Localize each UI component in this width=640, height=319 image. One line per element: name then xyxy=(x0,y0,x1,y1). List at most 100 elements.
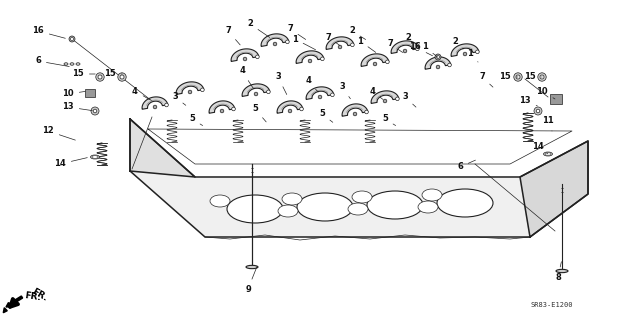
Text: 7: 7 xyxy=(387,40,403,52)
Text: 12: 12 xyxy=(42,127,76,140)
Polygon shape xyxy=(242,84,270,96)
Text: 2: 2 xyxy=(349,26,365,40)
Circle shape xyxy=(516,75,520,79)
Text: 5: 5 xyxy=(382,115,396,126)
Circle shape xyxy=(396,97,399,100)
Circle shape xyxy=(534,107,542,115)
Text: 1: 1 xyxy=(357,36,376,52)
Ellipse shape xyxy=(278,205,298,217)
Circle shape xyxy=(91,107,99,115)
Ellipse shape xyxy=(282,193,302,205)
Text: 15: 15 xyxy=(499,72,518,81)
Text: 9: 9 xyxy=(245,267,257,293)
Text: 6: 6 xyxy=(457,160,476,172)
Text: 3: 3 xyxy=(339,83,350,99)
Polygon shape xyxy=(296,51,324,63)
Circle shape xyxy=(164,103,168,107)
Polygon shape xyxy=(231,49,259,62)
Polygon shape xyxy=(361,54,388,66)
Circle shape xyxy=(321,57,324,61)
Text: 10: 10 xyxy=(536,86,555,99)
Text: 4: 4 xyxy=(239,66,253,89)
Circle shape xyxy=(338,45,342,49)
Ellipse shape xyxy=(297,193,353,221)
Circle shape xyxy=(285,40,289,44)
Polygon shape xyxy=(130,119,588,237)
Ellipse shape xyxy=(210,195,230,207)
Ellipse shape xyxy=(227,195,283,223)
Circle shape xyxy=(476,50,479,54)
Circle shape xyxy=(69,36,75,42)
Circle shape xyxy=(415,47,419,51)
Text: 4: 4 xyxy=(305,77,318,92)
Text: 5: 5 xyxy=(252,105,266,122)
Ellipse shape xyxy=(70,63,74,65)
Circle shape xyxy=(318,95,322,99)
Circle shape xyxy=(98,75,102,79)
Ellipse shape xyxy=(437,189,493,217)
Circle shape xyxy=(353,112,357,116)
Circle shape xyxy=(365,110,369,114)
Circle shape xyxy=(436,56,440,58)
Polygon shape xyxy=(342,104,368,116)
Polygon shape xyxy=(85,89,95,97)
Text: 7: 7 xyxy=(287,25,306,40)
Circle shape xyxy=(255,55,259,59)
Circle shape xyxy=(254,92,258,96)
Text: 1: 1 xyxy=(292,34,316,50)
Polygon shape xyxy=(425,57,451,69)
Text: 5: 5 xyxy=(189,115,203,126)
Circle shape xyxy=(514,73,522,81)
Text: FR.: FR. xyxy=(24,291,42,303)
Text: 13: 13 xyxy=(62,102,92,112)
Polygon shape xyxy=(550,94,562,104)
Text: 15: 15 xyxy=(104,70,122,78)
Circle shape xyxy=(273,42,277,46)
Circle shape xyxy=(188,90,192,94)
Circle shape xyxy=(383,99,387,103)
Circle shape xyxy=(536,109,540,113)
Ellipse shape xyxy=(352,191,372,203)
Text: 2: 2 xyxy=(247,19,269,37)
Ellipse shape xyxy=(545,153,551,155)
Ellipse shape xyxy=(367,191,423,219)
Ellipse shape xyxy=(543,152,552,156)
Circle shape xyxy=(70,38,74,41)
Polygon shape xyxy=(176,82,204,94)
Polygon shape xyxy=(261,34,289,47)
Circle shape xyxy=(403,49,407,53)
Polygon shape xyxy=(277,101,303,113)
Polygon shape xyxy=(3,308,7,313)
Circle shape xyxy=(463,52,467,56)
Polygon shape xyxy=(520,141,588,237)
Text: 1: 1 xyxy=(467,49,478,62)
Circle shape xyxy=(93,109,97,113)
Text: 6: 6 xyxy=(35,56,69,67)
Text: FR.: FR. xyxy=(30,287,49,303)
Ellipse shape xyxy=(90,155,99,159)
Circle shape xyxy=(386,60,389,63)
Circle shape xyxy=(540,75,544,79)
Polygon shape xyxy=(391,41,419,53)
Ellipse shape xyxy=(348,203,368,215)
Text: SR83-E1200: SR83-E1200 xyxy=(531,302,573,308)
Text: 7: 7 xyxy=(479,72,493,87)
Circle shape xyxy=(153,105,157,109)
Text: 16: 16 xyxy=(32,26,65,38)
Polygon shape xyxy=(9,296,22,306)
Text: 15: 15 xyxy=(524,72,542,81)
Text: 3: 3 xyxy=(172,93,186,105)
Circle shape xyxy=(436,65,440,69)
Text: 13: 13 xyxy=(519,97,538,106)
Text: 2: 2 xyxy=(452,36,463,49)
Polygon shape xyxy=(306,87,334,100)
Text: 3: 3 xyxy=(402,93,416,107)
Text: 1: 1 xyxy=(422,42,438,57)
Text: 15: 15 xyxy=(72,70,95,78)
Text: 10: 10 xyxy=(62,90,85,99)
Text: 7: 7 xyxy=(225,26,240,45)
Text: 8: 8 xyxy=(555,262,561,281)
Ellipse shape xyxy=(556,269,568,273)
Circle shape xyxy=(300,107,303,111)
Circle shape xyxy=(200,88,204,92)
